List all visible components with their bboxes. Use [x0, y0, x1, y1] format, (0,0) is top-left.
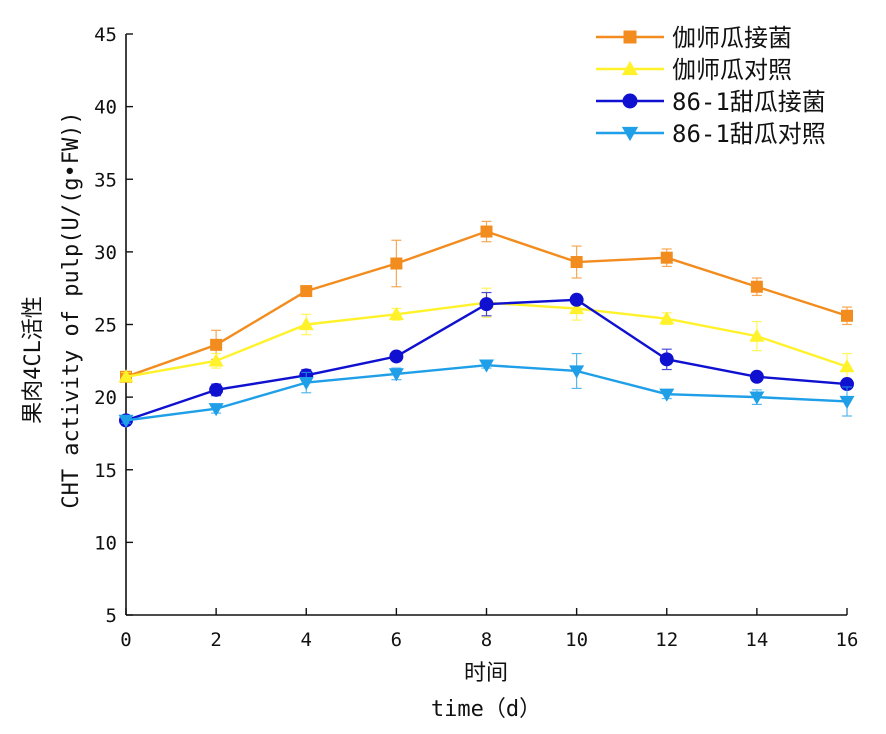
- data-point: [298, 376, 314, 391]
- series-4: [118, 352, 855, 428]
- data-point: [390, 257, 403, 270]
- x-tick-label: 12: [655, 629, 678, 651]
- legend-label: 86-1甜瓜对照: [672, 120, 826, 148]
- x-tick-label: 0: [120, 629, 131, 651]
- legend-label: 伽师瓜接菌: [672, 24, 792, 52]
- data-point: [209, 382, 224, 397]
- data-point: [118, 414, 134, 428]
- legend-item-1: 伽师瓜接菌: [596, 24, 792, 52]
- y-tick-label: 5: [106, 605, 117, 627]
- data-point: [841, 309, 853, 322]
- data-point: [208, 353, 224, 367]
- y-tick-label: 35: [94, 169, 117, 191]
- y-tick-label: 45: [94, 24, 117, 46]
- x-tick-label: 10: [565, 629, 588, 651]
- y-tick-label: 30: [94, 242, 117, 264]
- series-1: [120, 220, 853, 383]
- x-axis-title-cn: 时间: [464, 661, 508, 686]
- data-point: [388, 368, 404, 382]
- legend-item-2: 伽师瓜对照: [596, 56, 792, 84]
- data-point: [298, 317, 314, 331]
- y-tick-label: 25: [94, 315, 117, 337]
- legend-marker: [622, 93, 638, 109]
- x-tick-label: 2: [210, 629, 221, 651]
- data-point: [480, 225, 493, 238]
- x-ticks: 0 2 4 6 8 10 12 14 16: [120, 608, 858, 651]
- data-point: [839, 359, 855, 373]
- plot-area: [118, 220, 855, 428]
- legend-marker: [623, 30, 637, 44]
- x-tick-label: 6: [391, 629, 402, 651]
- data-point: [839, 395, 855, 409]
- data-point: [118, 369, 134, 383]
- data-point: [660, 251, 673, 264]
- data-point: [210, 338, 223, 351]
- y-tick-label: 20: [94, 387, 117, 409]
- legend-item-4: 86-1甜瓜对照: [596, 120, 826, 148]
- y-tick-label: 40: [94, 97, 117, 119]
- x-tick-label: 16: [836, 629, 859, 651]
- data-point: [659, 388, 675, 402]
- y-axis-title-cn: 果肉4CL活性: [21, 296, 46, 424]
- data-point: [569, 301, 585, 315]
- data-point: [569, 365, 585, 379]
- x-axis-title-en: time（d）: [431, 697, 541, 722]
- data-point: [749, 369, 764, 384]
- data-point: [388, 306, 404, 320]
- data-point: [479, 359, 494, 373]
- data-point: [659, 352, 674, 367]
- data-point: [389, 349, 404, 364]
- legend-label: 伽师瓜对照: [672, 56, 792, 84]
- data-point: [300, 285, 313, 298]
- y-axis-title-en: CHT activity of pulp(U/(g•FW)): [59, 111, 84, 508]
- data-point: [749, 391, 765, 405]
- legend-item-3: 86-1甜瓜接菌: [596, 88, 826, 116]
- data-point: [479, 297, 494, 312]
- legend-marker: [621, 126, 639, 142]
- data-point: [750, 280, 763, 293]
- x-tick-label: 14: [745, 629, 768, 651]
- legend-label: 86-1甜瓜接菌: [672, 88, 826, 116]
- y-tick-label: 15: [94, 460, 117, 482]
- x-tick-label: 4: [301, 629, 312, 651]
- y-ticks: 5 10 15 20 25 30 35 40 45: [94, 24, 133, 627]
- data-point: [570, 256, 583, 269]
- data-point: [208, 403, 224, 417]
- legend-marker: [621, 60, 639, 76]
- x-tick-label: 8: [481, 629, 492, 651]
- y-tick-label: 10: [94, 532, 117, 554]
- data-point: [569, 292, 584, 307]
- axes: 0 2 4 6 8 10 12 14 16 5 10 15 20 25 30 35 40 45: [94, 24, 858, 651]
- data-point: [659, 311, 675, 325]
- data-point: [749, 328, 765, 342]
